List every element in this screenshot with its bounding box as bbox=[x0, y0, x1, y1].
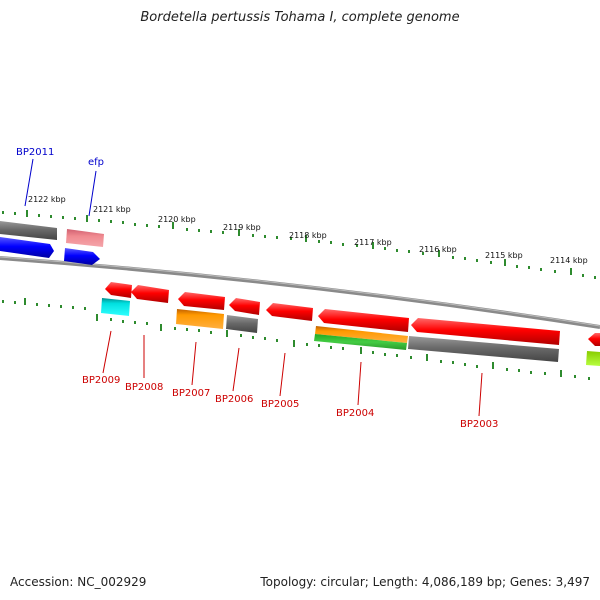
leader-bp2011 bbox=[24, 158, 34, 207]
gene-bp2002-arrow[interactable] bbox=[588, 333, 600, 346]
tick-label-2116: 2116 kbp bbox=[419, 245, 457, 254]
tick-label-2115: 2115 kbp bbox=[485, 251, 523, 260]
leader-efp bbox=[88, 170, 97, 217]
label-bp2005[interactable]: BP2005 bbox=[261, 399, 299, 410]
genome-summary-text: Topology: circular; Length: 4,086,189 bp… bbox=[260, 575, 590, 589]
reverse-labels: BP2009 BP2008 BP2007 BP2006 BP2005 BP200… bbox=[82, 330, 498, 430]
label-bp2009[interactable]: BP2009 bbox=[82, 375, 120, 386]
gene-bp2006-arrow[interactable] bbox=[229, 298, 260, 315]
label-bp2007[interactable]: BP2007 bbox=[172, 388, 210, 399]
label-efp[interactable]: efp bbox=[88, 157, 104, 168]
gene-bp2008-arrow[interactable] bbox=[131, 285, 169, 303]
leader-bp2009 bbox=[102, 330, 112, 374]
gene-bp2005-arrow[interactable] bbox=[266, 303, 313, 321]
leader-bp2007 bbox=[191, 341, 197, 386]
gray-feature-bp2003[interactable] bbox=[408, 336, 559, 362]
cyan-feature-bp2009[interactable] bbox=[101, 298, 130, 316]
map-title: Bordetella pertussis Tohama I, complete … bbox=[140, 10, 460, 25]
leader-bp2005 bbox=[279, 352, 286, 397]
reverse-features bbox=[101, 282, 600, 366]
tick-label-2121: 2121 kbp bbox=[93, 205, 131, 214]
tick-label-2119: 2119 kbp bbox=[223, 223, 261, 232]
green-feature-bp2004[interactable] bbox=[314, 334, 407, 350]
forward-features bbox=[0, 221, 104, 265]
orange-feature-bp2007[interactable] bbox=[176, 309, 224, 329]
gray-feature-bp2006[interactable] bbox=[226, 315, 258, 333]
forward-labels: BP2011 efp bbox=[16, 147, 104, 217]
leader-bp2006 bbox=[232, 347, 240, 392]
gene-bp2007-arrow[interactable] bbox=[178, 292, 225, 310]
tick-label-2122: 2122 kbp bbox=[28, 195, 66, 204]
label-bp2004[interactable]: BP2004 bbox=[336, 408, 374, 419]
label-bp2003[interactable]: BP2003 bbox=[460, 419, 498, 430]
label-bp2011[interactable]: BP2011 bbox=[16, 147, 54, 158]
gene-bp2004-arrow[interactable] bbox=[318, 309, 409, 332]
genome-backbone bbox=[0, 256, 600, 329]
tick-label-2118: 2118 kbp bbox=[289, 231, 327, 240]
upper-scale-ticks bbox=[2, 210, 596, 279]
tick-label-2120: 2120 kbp bbox=[158, 215, 196, 224]
accession-text: Accession: NC_002929 bbox=[10, 575, 147, 589]
gene-efp-arrow[interactable] bbox=[64, 248, 100, 265]
gray-feature-bp2011[interactable] bbox=[0, 221, 57, 240]
leader-bp2004 bbox=[357, 361, 362, 406]
leader-bp2003 bbox=[478, 372, 483, 417]
pink-feature-efp[interactable] bbox=[66, 229, 104, 247]
label-bp2006[interactable]: BP2006 bbox=[215, 394, 253, 405]
lime-feature-edge[interactable] bbox=[586, 351, 600, 366]
tick-label-2117: 2117 kbp bbox=[354, 238, 392, 247]
lower-scale-ticks bbox=[2, 298, 590, 380]
gene-bp2003-arrow[interactable] bbox=[411, 318, 560, 345]
label-bp2008[interactable]: BP2008 bbox=[125, 382, 163, 393]
gene-bp2011-arrow[interactable] bbox=[0, 237, 54, 258]
tick-label-2114: 2114 kbp bbox=[550, 256, 588, 265]
gene-bp2009-arrow[interactable] bbox=[105, 282, 132, 298]
orange-feature-bp2004[interactable] bbox=[315, 326, 408, 343]
